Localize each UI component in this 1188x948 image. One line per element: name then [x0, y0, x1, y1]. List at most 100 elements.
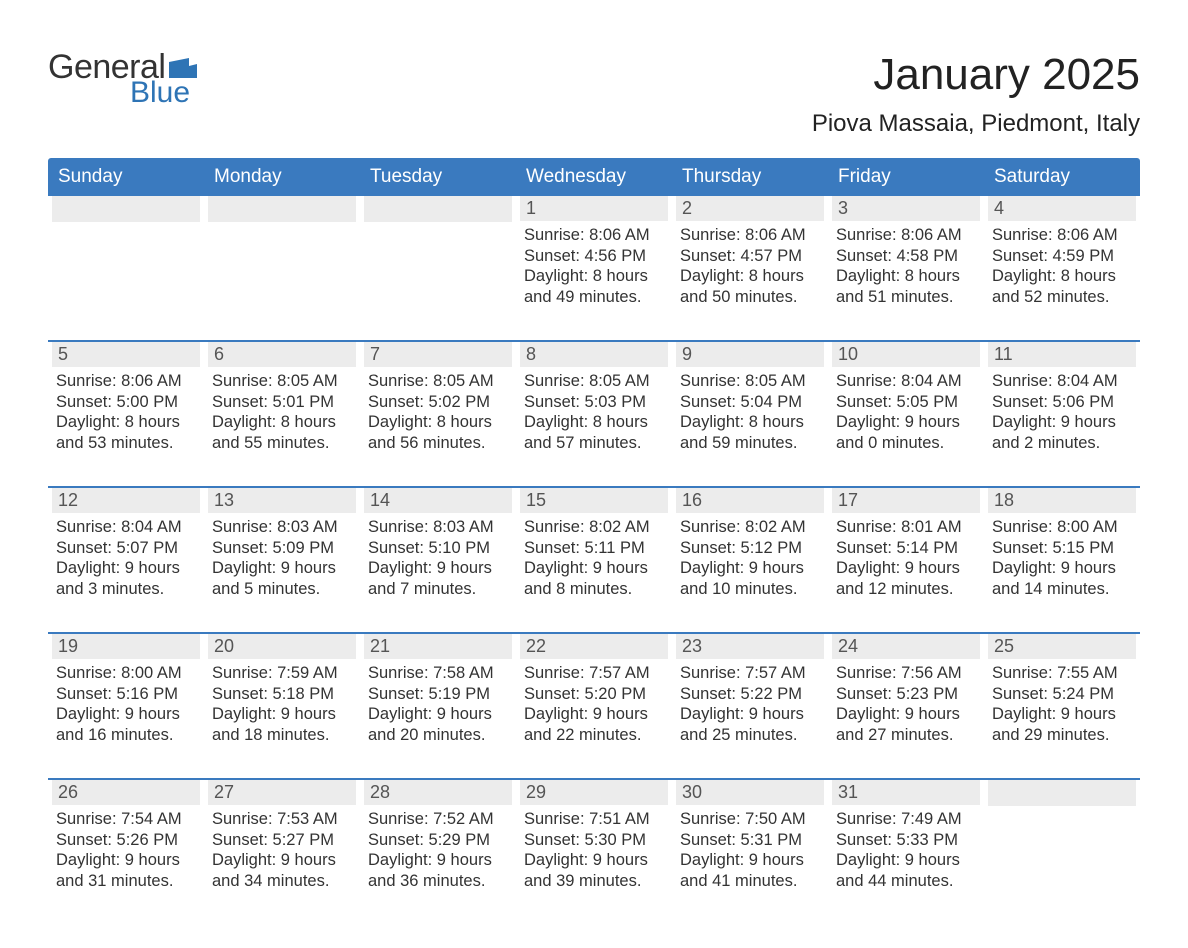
day-number: [988, 780, 1136, 806]
day-number: 22: [520, 634, 668, 659]
day-number: 15: [520, 488, 668, 513]
day-details: Sunrise: 7:49 AMSunset: 5:33 PMDaylight:…: [832, 809, 980, 892]
day-line-sunset: Sunset: 5:06 PM: [992, 392, 1136, 413]
page-title: January 2025: [812, 50, 1140, 100]
day-number: 21: [364, 634, 512, 659]
day-line-d2: and 22 minutes.: [524, 725, 668, 746]
day-details: Sunrise: 8:05 AMSunset: 5:01 PMDaylight:…: [208, 371, 356, 454]
day-details: Sunrise: 7:53 AMSunset: 5:27 PMDaylight:…: [208, 809, 356, 892]
weekday-header: Wednesday: [516, 158, 672, 196]
day-details: Sunrise: 8:04 AMSunset: 5:05 PMDaylight:…: [832, 371, 980, 454]
day-cell: 4Sunrise: 8:06 AMSunset: 4:59 PMDaylight…: [984, 196, 1140, 324]
week-row: 1Sunrise: 8:06 AMSunset: 4:56 PMDaylight…: [48, 196, 1140, 324]
day-line-sunrise: Sunrise: 8:06 AM: [680, 225, 824, 246]
day-line-d1: Daylight: 8 hours: [524, 266, 668, 287]
day-line-sunrise: Sunrise: 8:04 AM: [992, 371, 1136, 392]
day-number: 27: [208, 780, 356, 805]
day-number: 31: [832, 780, 980, 805]
day-line-d1: Daylight: 8 hours: [836, 266, 980, 287]
day-cell: 9Sunrise: 8:05 AMSunset: 5:04 PMDaylight…: [672, 342, 828, 470]
day-cell: 28Sunrise: 7:52 AMSunset: 5:29 PMDayligh…: [360, 780, 516, 908]
day-number: 13: [208, 488, 356, 513]
day-line-sunset: Sunset: 5:04 PM: [680, 392, 824, 413]
day-line-d1: Daylight: 9 hours: [680, 850, 824, 871]
day-line-d2: and 0 minutes.: [836, 433, 980, 454]
day-line-d2: and 53 minutes.: [56, 433, 200, 454]
day-line-sunset: Sunset: 5:10 PM: [368, 538, 512, 559]
day-cell-empty: [984, 780, 1140, 908]
day-line-sunrise: Sunrise: 8:00 AM: [992, 517, 1136, 538]
day-line-sunrise: Sunrise: 7:53 AM: [212, 809, 356, 830]
day-line-sunset: Sunset: 5:02 PM: [368, 392, 512, 413]
day-line-sunset: Sunset: 5:33 PM: [836, 830, 980, 851]
day-line-d2: and 3 minutes.: [56, 579, 200, 600]
weekday-header-row: SundayMondayTuesdayWednesdayThursdayFrid…: [48, 158, 1140, 196]
day-line-sunrise: Sunrise: 8:06 AM: [836, 225, 980, 246]
day-details: Sunrise: 7:50 AMSunset: 5:31 PMDaylight:…: [676, 809, 824, 892]
day-line-sunset: Sunset: 5:15 PM: [992, 538, 1136, 559]
day-line-d1: Daylight: 9 hours: [368, 558, 512, 579]
day-line-sunset: Sunset: 4:58 PM: [836, 246, 980, 267]
day-line-sunset: Sunset: 5:01 PM: [212, 392, 356, 413]
day-line-sunrise: Sunrise: 8:02 AM: [680, 517, 824, 538]
day-cell: 6Sunrise: 8:05 AMSunset: 5:01 PMDaylight…: [204, 342, 360, 470]
day-line-d2: and 51 minutes.: [836, 287, 980, 308]
weekday-header: Sunday: [48, 158, 204, 196]
day-line-d1: Daylight: 8 hours: [524, 412, 668, 433]
day-line-d2: and 36 minutes.: [368, 871, 512, 892]
day-line-sunset: Sunset: 5:18 PM: [212, 684, 356, 705]
day-cell: 2Sunrise: 8:06 AMSunset: 4:57 PMDaylight…: [672, 196, 828, 324]
day-cell: 31 Sunrise: 7:49 AMSunset: 5:33 PMDayligh…: [828, 780, 984, 908]
day-cell: 21 Sunrise: 7:58 AMSunset: 5:19 PMDayligh…: [360, 634, 516, 762]
weekday-header: Friday: [828, 158, 984, 196]
day-number: 19: [52, 634, 200, 659]
week-row: 19Sunrise: 8:00 AMSunset: 5:16 PMDayligh…: [48, 632, 1140, 762]
day-line-d2: and 8 minutes.: [524, 579, 668, 600]
day-cell: 15Sunrise: 8:02 AMSunset: 5:11 PMDayligh…: [516, 488, 672, 616]
day-number: 25: [988, 634, 1136, 659]
day-line-sunset: Sunset: 5:07 PM: [56, 538, 200, 559]
day-line-sunrise: Sunrise: 8:03 AM: [368, 517, 512, 538]
day-number: 18: [988, 488, 1136, 513]
day-line-d2: and 14 minutes.: [992, 579, 1136, 600]
day-line-sunset: Sunset: 5:30 PM: [524, 830, 668, 851]
day-line-sunset: Sunset: 5:31 PM: [680, 830, 824, 851]
day-number: 3: [832, 196, 980, 221]
day-line-sunrise: Sunrise: 7:51 AM: [524, 809, 668, 830]
day-line-d2: and 59 minutes.: [680, 433, 824, 454]
day-line-sunset: Sunset: 5:00 PM: [56, 392, 200, 413]
day-details: Sunrise: 8:03 AMSunset: 5:09 PMDaylight:…: [208, 517, 356, 600]
day-line-sunrise: Sunrise: 7:59 AM: [212, 663, 356, 684]
day-details: Sunrise: 7:57 AMSunset: 5:20 PMDaylight:…: [520, 663, 668, 746]
day-line-sunset: Sunset: 5:23 PM: [836, 684, 980, 705]
day-line-d2: and 12 minutes.: [836, 579, 980, 600]
day-line-d1: Daylight: 9 hours: [992, 704, 1136, 725]
day-line-d2: and 39 minutes.: [524, 871, 668, 892]
day-line-d1: Daylight: 9 hours: [992, 558, 1136, 579]
day-line-sunrise: Sunrise: 8:06 AM: [56, 371, 200, 392]
day-line-sunset: Sunset: 5:12 PM: [680, 538, 824, 559]
day-line-sunset: Sunset: 5:14 PM: [836, 538, 980, 559]
day-line-sunset: Sunset: 5:05 PM: [836, 392, 980, 413]
day-line-d1: Daylight: 8 hours: [56, 412, 200, 433]
day-number: 20: [208, 634, 356, 659]
day-line-sunset: Sunset: 5:26 PM: [56, 830, 200, 851]
day-details: Sunrise: 7:52 AMSunset: 5:29 PMDaylight:…: [364, 809, 512, 892]
day-details: Sunrise: 7:58 AMSunset: 5:19 PMDaylight:…: [364, 663, 512, 746]
day-line-d1: Daylight: 8 hours: [680, 266, 824, 287]
day-number: [364, 196, 512, 222]
day-line-d1: Daylight: 9 hours: [56, 704, 200, 725]
day-line-d1: Daylight: 9 hours: [836, 412, 980, 433]
day-details: Sunrise: 8:06 AMSunset: 5:00 PMDaylight:…: [52, 371, 200, 454]
day-line-sunrise: Sunrise: 8:01 AM: [836, 517, 980, 538]
calendar: SundayMondayTuesdayWednesdayThursdayFrid…: [48, 158, 1140, 908]
day-cell: 11Sunrise: 8:04 AMSunset: 5:06 PMDayligh…: [984, 342, 1140, 470]
day-details: Sunrise: 7:51 AMSunset: 5:30 PMDaylight:…: [520, 809, 668, 892]
day-line-sunset: Sunset: 4:56 PM: [524, 246, 668, 267]
day-cell: 17Sunrise: 8:01 AMSunset: 5:14 PMDayligh…: [828, 488, 984, 616]
day-line-d1: Daylight: 9 hours: [56, 850, 200, 871]
day-cell: 22 Sunrise: 7:57 AMSunset: 5:20 PMDayligh…: [516, 634, 672, 762]
day-line-d2: and 52 minutes.: [992, 287, 1136, 308]
header: General Blue January 2025 Piova Massaia,…: [48, 50, 1140, 150]
day-line-sunrise: Sunrise: 7:58 AM: [368, 663, 512, 684]
